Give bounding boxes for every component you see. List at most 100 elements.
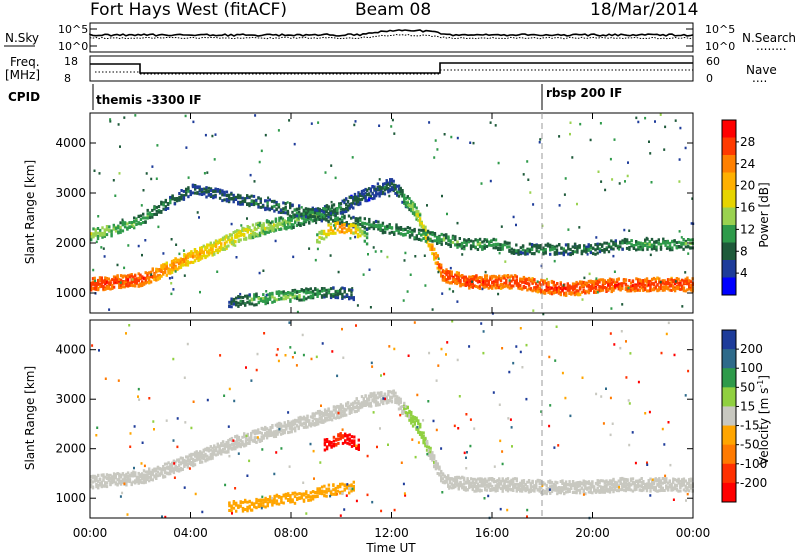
data-cell <box>147 217 149 220</box>
data-cell <box>240 303 242 306</box>
noise-cell <box>539 138 541 141</box>
noise-cell <box>119 172 121 175</box>
data-cell <box>689 246 691 249</box>
data-cell <box>345 414 347 417</box>
data-cell <box>394 188 396 191</box>
noise-cell <box>637 121 639 124</box>
noise-cell <box>351 289 353 292</box>
data-cell <box>506 246 508 249</box>
data-cell <box>257 197 259 200</box>
data-cell <box>606 242 608 245</box>
data-cell <box>411 234 413 237</box>
data-cell <box>115 230 117 233</box>
noise-cell <box>685 147 687 150</box>
data-cell <box>124 225 126 228</box>
data-cell <box>547 244 549 247</box>
noise-cell <box>392 119 394 122</box>
noise-cell <box>627 175 629 178</box>
data-cell <box>164 271 166 274</box>
data-cell <box>212 190 214 193</box>
data-cell <box>440 266 442 269</box>
data-cell <box>180 189 182 192</box>
data-cell <box>245 237 247 240</box>
noise-cell <box>192 121 194 124</box>
data-cell <box>235 198 237 201</box>
data-cell <box>119 226 121 229</box>
data-cell <box>640 242 642 245</box>
data-cell <box>465 244 467 247</box>
data-cell <box>357 217 359 220</box>
data-cell <box>403 194 405 197</box>
noise-cell <box>651 181 653 184</box>
data-cell <box>653 241 655 244</box>
data-cell <box>294 429 296 432</box>
data-cell <box>226 198 228 201</box>
data-cell <box>474 246 476 249</box>
data-cell <box>429 447 431 450</box>
data-cell <box>401 189 403 192</box>
data-cell <box>606 248 608 251</box>
data-cell <box>416 237 418 240</box>
data-cell <box>463 241 465 244</box>
data-cell <box>262 437 264 440</box>
data-cell <box>422 431 424 434</box>
data-cell <box>655 246 657 249</box>
data-cell <box>531 243 533 246</box>
data-cell <box>493 238 495 241</box>
freq-tick-top: 18 <box>64 55 78 68</box>
data-cell <box>382 402 384 405</box>
data-cell <box>352 206 354 209</box>
data-cell <box>621 287 623 290</box>
data-cell <box>194 260 196 263</box>
data-cell <box>300 213 302 216</box>
noise-cell <box>564 193 566 196</box>
data-cell <box>445 236 447 239</box>
data-cell <box>408 197 410 200</box>
data-cell <box>386 225 388 228</box>
data-cell <box>574 246 576 249</box>
data-cell <box>495 243 497 246</box>
data-cell <box>434 233 436 236</box>
data-cell <box>122 223 124 226</box>
data-cell <box>325 233 327 236</box>
data-cell <box>316 291 318 294</box>
data-cell <box>450 241 452 244</box>
data-cell <box>222 440 224 443</box>
data-cell <box>412 208 414 211</box>
data-cell <box>355 227 357 230</box>
data-cell <box>344 287 346 290</box>
data-cell <box>642 248 644 251</box>
data-cell <box>451 272 453 275</box>
data-cell <box>242 197 244 200</box>
data-cell <box>590 244 592 247</box>
data-cell <box>205 196 207 199</box>
noise-cell <box>433 156 435 159</box>
data-cell <box>240 296 242 299</box>
data-cell <box>644 244 646 247</box>
noise-cell <box>240 224 242 227</box>
noise-cell <box>559 204 561 207</box>
data-cell <box>662 241 664 244</box>
data-cell <box>205 189 207 192</box>
noise-cell <box>623 229 625 232</box>
data-cell <box>262 297 264 300</box>
data-cell <box>419 217 421 220</box>
data-cell <box>92 486 94 489</box>
data-cell <box>353 296 355 299</box>
data-cell <box>152 478 154 481</box>
data-cell <box>343 223 345 226</box>
noise-cell <box>485 271 487 274</box>
data-cell <box>264 300 266 303</box>
data-cell <box>361 225 363 228</box>
data-cell <box>395 226 397 229</box>
data-cell <box>517 253 519 256</box>
data-cell <box>264 296 266 299</box>
data-cell <box>307 208 309 211</box>
data-cell <box>344 296 346 299</box>
noise-cell <box>150 273 152 276</box>
data-cell <box>280 292 282 295</box>
data-cell <box>316 212 318 215</box>
data-cell <box>673 239 675 242</box>
noise-cell <box>378 125 380 128</box>
data-cell <box>683 286 685 289</box>
